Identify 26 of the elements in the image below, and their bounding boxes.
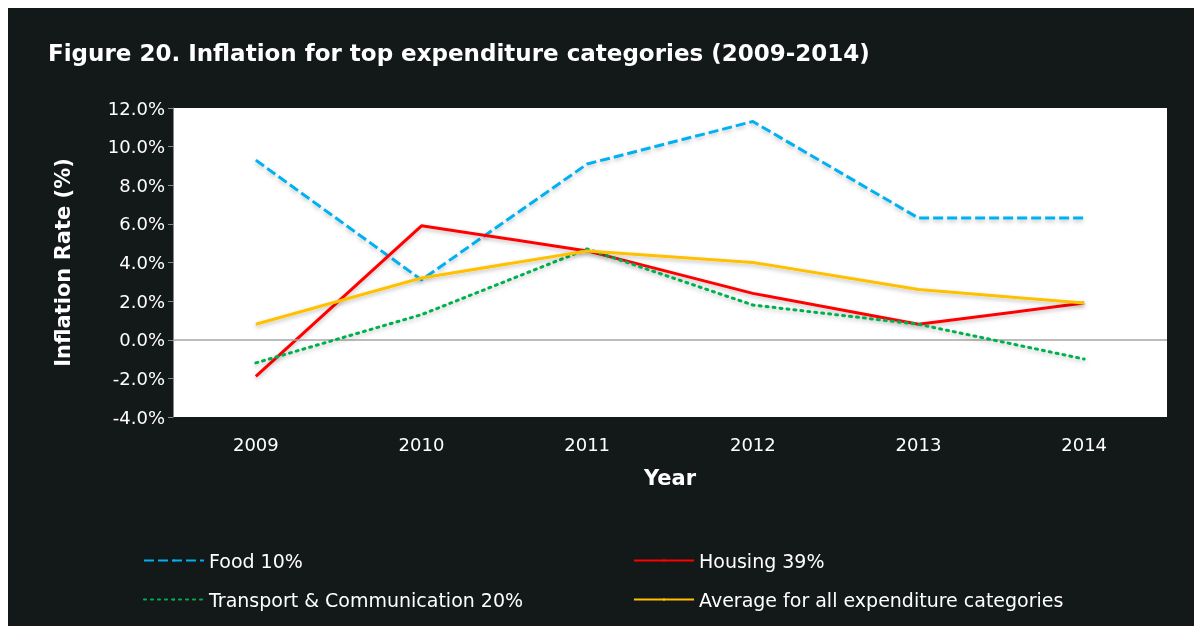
chart-title: Figure 20. Inflation for top expenditure categories (2009-2014) [48, 39, 870, 66]
y-axis-title: Inflation Rate (%) [50, 158, 75, 367]
x-tick-label: 2014 [1061, 433, 1108, 455]
legend-label: Transport & Communication 20% [208, 588, 524, 611]
legend-label: Average for all expenditure categories [699, 588, 1064, 611]
y-tick-label: 2.0% [119, 290, 165, 312]
y-tick-label: 8.0% [119, 174, 165, 196]
line-series [254, 120, 1086, 282]
line-series [254, 224, 1086, 378]
line-series [254, 247, 1086, 365]
y-tick-label: -4.0% [112, 406, 165, 428]
y-tick-label: 4.0% [119, 252, 165, 273]
y-tick-label: 12.0% [107, 97, 165, 119]
legend-label: Housing 39% [699, 549, 825, 572]
x-tick-label: 2013 [895, 433, 942, 455]
legend-label: Food 10% [209, 549, 303, 572]
y-tick-label: 6.0% [119, 213, 165, 235]
x-tick-label: 2009 [232, 433, 279, 455]
x-tick-label: 2012 [729, 433, 776, 455]
y-tick-label: 10.0% [107, 136, 165, 158]
y-tick-label: -2.0% [112, 367, 165, 389]
line-series [254, 249, 1086, 326]
x-tick-label: 2010 [398, 433, 445, 455]
y-tick-label: 0.0% [119, 329, 165, 351]
x-axis-title: Year [642, 465, 697, 490]
x-tick-label: 2011 [564, 433, 611, 455]
